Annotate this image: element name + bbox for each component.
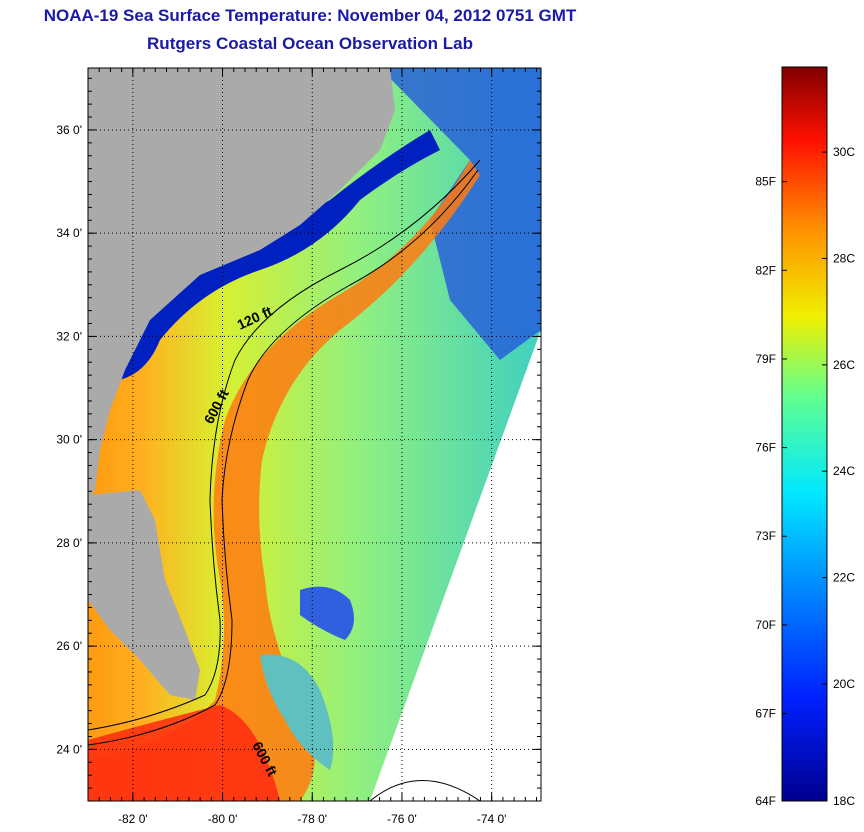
lat-tick-label: 36 0' [56,123,82,137]
lat-tick-label: 28 0' [56,536,82,550]
colorbar-f-label: 85F [755,175,776,189]
colorbar-f-label: 70F [755,618,776,632]
colorbar-c-label: 20C [833,677,855,691]
colorbar-f-label: 64F [755,794,776,808]
lat-tick-label: 24 0' [56,742,82,756]
lat-tick-label: 34 0' [56,226,82,240]
cuba-coast [369,780,481,801]
lon-tick-label: -80 0' [208,812,238,826]
colorbar-labels: 85F 82F 79F 76F 73F 70F 67F 64F 30C 28C 26C 24C 22C 2… [755,145,855,808]
colorbar-f-label: 82F [755,263,776,277]
lat-tick-label: 26 0' [56,639,82,653]
sst-imagery: 120 ft 600 ft 600 ft [88,68,541,801]
colorbar [781,66,828,802]
colorbar-c-label: 30C [833,145,855,159]
coastal-cold-band [88,130,440,382]
bahamas-bank-north [300,586,354,640]
colorbar-f-label: 79F [755,352,776,366]
colorbar-c-label: 28C [833,251,855,265]
axis-ticks: 24 0' 26 0' 28 0' 30 0' 32 0' 34 0' 36 0' -82 0… [56,68,541,826]
lon-tick-label: -74 0' [477,812,507,826]
lon-tick-label: -82 0' [118,812,148,826]
warm-water-south [88,705,280,801]
colorbar-f-label: 73F [755,529,776,543]
map-title: NOAA-19 Sea Surface Temperature: Novembe… [43,6,577,25]
plot-frame [87,67,542,802]
colorbar-c-label: 26C [833,358,855,372]
map-subtitle: Rutgers Coastal Ocean Observation Lab [147,34,473,53]
colorbar-c-label: 18C [833,794,855,808]
colorbar-c-label: 22C [833,571,855,585]
lat-tick-label: 32 0' [56,329,82,343]
colorbar-c-label: 24C [833,464,855,478]
contour-120ft [88,159,481,731]
lon-tick-label: -76 0' [387,812,417,826]
lat-tick-label: 30 0' [56,433,82,447]
bahamas-bank-south [260,654,334,770]
no-data-region [370,330,541,801]
colorbar-f-label: 67F [755,707,776,721]
lon-tick-label: -78 0' [297,812,327,826]
land-carolinas [88,68,395,500]
cool-water-north [380,68,541,360]
contour-600ft [88,169,479,746]
colorbar-f-label: 76F [755,441,776,455]
